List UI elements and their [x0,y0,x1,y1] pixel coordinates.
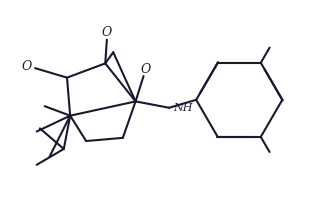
Text: O: O [22,60,32,73]
Text: NH: NH [173,103,192,113]
Text: O: O [140,63,150,76]
Text: O: O [102,26,112,39]
